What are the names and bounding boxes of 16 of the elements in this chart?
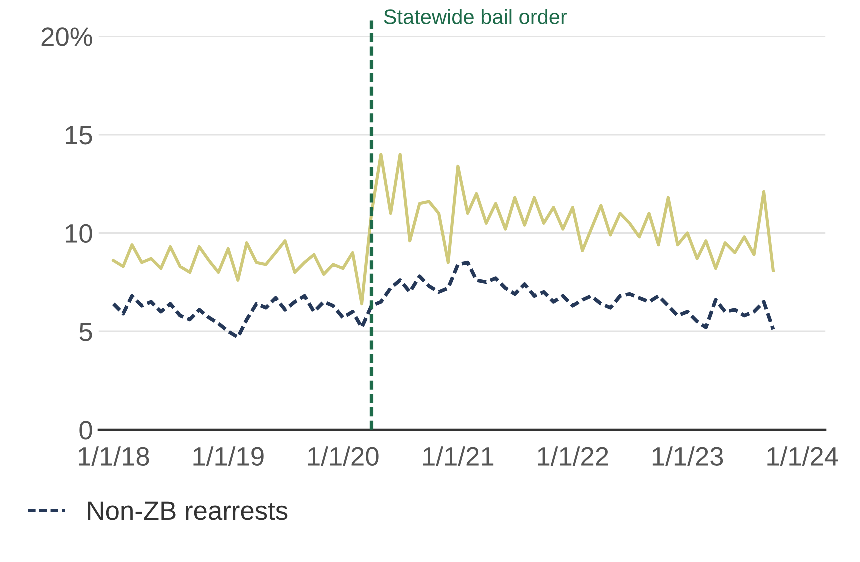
line-series <box>112 153 775 306</box>
y-tick-label: 15 <box>66 126 92 145</box>
ref-line-label: Statewide bail order <box>384 9 568 24</box>
x-tick-label: 1/1/24 <box>768 446 838 466</box>
x-tick-label: 1/1/19 <box>194 446 264 466</box>
x-tick-label: 1/1/21 <box>423 446 494 466</box>
y-tick-label: 20% <box>42 28 92 46</box>
x-tick-label: 1/1/22 <box>538 446 608 466</box>
y-tick-label: 5 <box>80 322 92 342</box>
legend-label: Non-ZB rearrests <box>88 502 288 520</box>
line-series <box>112 260 776 340</box>
x-tick-label: 1/1/20 <box>308 446 379 466</box>
y-tick-label: 0 <box>80 421 92 440</box>
y-tick-label: 10 <box>66 224 92 244</box>
x-tick-label: 1/1/23 <box>652 446 724 466</box>
x-tick-label: 1/1/18 <box>79 446 150 466</box>
